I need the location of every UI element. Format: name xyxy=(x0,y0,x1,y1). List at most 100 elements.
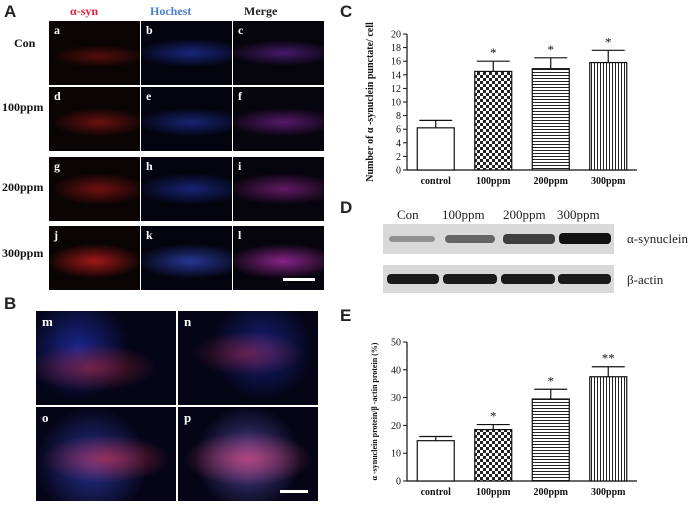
chart-c-y-tick-label: 6 xyxy=(396,125,401,136)
lane-label-300ppm: 300ppm xyxy=(557,207,600,222)
row-label-300ppm: 300ppm xyxy=(2,246,44,260)
blot-strip-alpha-synuclein xyxy=(383,224,614,254)
chart-e-bar-300ppm xyxy=(589,376,628,482)
micro-image-n: n xyxy=(178,311,318,405)
blot-band xyxy=(445,235,495,243)
micro-image-l: l xyxy=(233,226,324,290)
header-alpha-syn: α-syn xyxy=(70,4,99,18)
panel-label-a: A xyxy=(4,2,17,21)
micro-image-m: m xyxy=(36,311,176,405)
chart-e-x-tick-label: control xyxy=(421,487,452,498)
blot-label-beta-actin: β-actin xyxy=(627,272,664,287)
panel-label-e: E xyxy=(340,306,352,325)
chart-c-x-tick-label: 200ppm xyxy=(534,176,569,187)
micro-image-g: g xyxy=(49,157,140,221)
chart-e-y-tick-label: 10 xyxy=(391,449,401,460)
lane-label-200ppm: 200ppm xyxy=(503,207,546,222)
micro-image-e: e xyxy=(141,87,232,151)
chart-e-bar-100ppm xyxy=(474,428,513,482)
header-hochest: Hochest xyxy=(150,4,192,18)
chart-e: 0 10 20 30 40 50 α -synuclein protein/β -actin… xyxy=(370,338,637,498)
cell-letter: p xyxy=(184,410,192,425)
micro-image-i: i xyxy=(233,157,324,221)
chart-c-y-tick-label: 12 xyxy=(391,84,401,95)
blot-label-alpha-synuclein: α-synuclein xyxy=(627,231,688,246)
cell-letter: d xyxy=(54,89,61,103)
cell-letter: o xyxy=(42,410,49,425)
chart-e-y-axis-label: α -synuclein protein/β -actin protein (%… xyxy=(370,342,379,480)
cell-letter: n xyxy=(184,314,192,329)
scale-bar xyxy=(283,278,315,281)
micro-image-o: o xyxy=(36,407,176,501)
cell-letter: i xyxy=(238,159,242,173)
chart-e-y-tick-label: 30 xyxy=(391,393,401,404)
lane-label-100ppm: 100ppm xyxy=(442,207,485,222)
chart-e-x-tick-label: 100ppm xyxy=(476,487,511,498)
chart-c-y-tick-label: 18 xyxy=(391,43,401,54)
blot-band xyxy=(389,236,435,242)
chart-c-y-tick-label: 2 xyxy=(396,152,401,163)
chart-e-significance-mark: ** xyxy=(602,351,615,366)
chart-c-bar-300ppm xyxy=(589,61,628,171)
chart-e-y-tick-label: 20 xyxy=(391,421,401,432)
blot-band xyxy=(443,274,497,284)
chart-c-x-tick-label: control xyxy=(421,176,452,187)
chart-e-x-tick-label: 300ppm xyxy=(591,487,626,498)
chart-e-y-tick-label: 50 xyxy=(391,338,401,349)
cell-letter: l xyxy=(238,228,242,242)
chart-c-y-tick-label: 14 xyxy=(391,70,401,81)
chart-e-x-tick-label: 200ppm xyxy=(534,487,569,498)
chart-c-y-axis-label: Number of α -synuclein punctate/ cell xyxy=(365,22,376,182)
chart-c-bar-100ppm xyxy=(474,70,513,171)
micro-image-h: h xyxy=(141,157,232,221)
blot-band xyxy=(559,233,611,244)
chart-c-bar-control xyxy=(416,127,455,171)
chart-c-y-tick-label: 0 xyxy=(396,166,401,177)
panel-label-d: D xyxy=(340,198,353,217)
micro-image-k: k xyxy=(141,226,232,290)
blot-band xyxy=(503,234,555,244)
chart-e-y-tick-label: 40 xyxy=(391,365,401,376)
chart-c-y-tick-label: 4 xyxy=(396,138,401,149)
micro-image-a: a xyxy=(49,21,140,85)
micro-image-f: f xyxy=(233,87,324,151)
row-label-con: Con xyxy=(14,36,36,50)
chart-c-bar-200ppm xyxy=(531,68,570,171)
chart-e-y-tick-label: 0 xyxy=(396,477,401,488)
chart-c-significance-mark: * xyxy=(548,42,555,57)
panel-label-c: C xyxy=(340,2,353,21)
chart-c-y-tick-label: 20 xyxy=(391,30,401,41)
panel-label-b: B xyxy=(4,294,17,313)
chart-c-significance-mark: * xyxy=(490,45,497,60)
scale-bar xyxy=(280,490,308,493)
micro-image-j: j xyxy=(49,226,140,290)
cell-letter: f xyxy=(238,89,242,103)
cell-letter: a xyxy=(54,23,60,37)
cell-letter: h xyxy=(146,159,153,173)
blot-band xyxy=(501,274,555,284)
lane-label-con: Con xyxy=(397,207,419,222)
chart-e-significance-mark: * xyxy=(548,373,555,388)
cell-letter: m xyxy=(42,314,53,329)
chart-c-y-tick-label: 8 xyxy=(396,111,401,122)
blot-strip-beta-actin xyxy=(383,265,614,293)
micro-image-d: d xyxy=(49,87,140,151)
micro-image-b: b xyxy=(141,21,232,85)
cell-letter: e xyxy=(146,89,152,103)
cell-letter: c xyxy=(238,23,244,37)
chart-c-x-tick-label: 100ppm xyxy=(476,176,511,187)
micro-image-p: p xyxy=(178,407,318,501)
blot-band xyxy=(558,274,611,284)
cell-letter: j xyxy=(54,228,58,242)
cell-letter: b xyxy=(146,23,153,37)
blot-band xyxy=(387,274,439,284)
cell-letter: g xyxy=(54,159,60,173)
header-merge: Merge xyxy=(244,4,278,18)
chart-c-significance-mark: * xyxy=(605,34,612,49)
micro-image-c: c xyxy=(233,21,324,85)
chart-e-bar-control xyxy=(416,440,455,482)
cell-letter: k xyxy=(146,228,153,242)
chart-e-significance-mark: * xyxy=(490,409,497,424)
chart-c-y-tick-label: 10 xyxy=(391,98,401,109)
row-label-200ppm: 200ppm xyxy=(2,180,44,194)
